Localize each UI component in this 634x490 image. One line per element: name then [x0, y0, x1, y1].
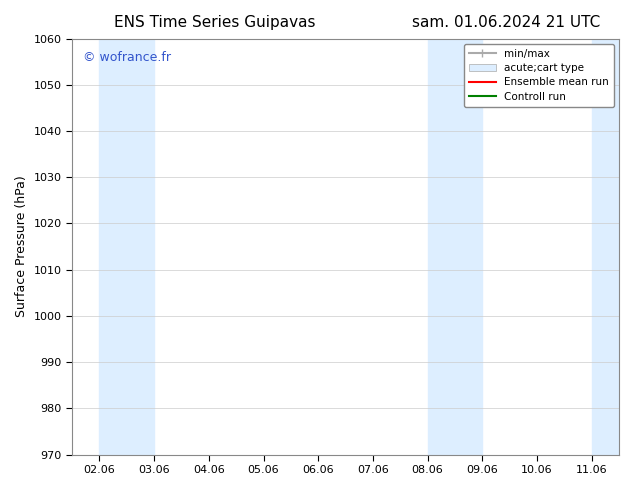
Bar [427, 39, 482, 455]
Y-axis label: Surface Pressure (hPa): Surface Pressure (hPa) [15, 176, 28, 318]
Bar [100, 39, 154, 455]
Text: sam. 01.06.2024 21 UTC: sam. 01.06.2024 21 UTC [412, 15, 600, 30]
Legend: min/max, acute;cart type, Ensemble mean run, Controll run: min/max, acute;cart type, Ensemble mean … [464, 44, 614, 107]
Text: © wofrance.fr: © wofrance.fr [83, 51, 171, 64]
Bar [592, 39, 634, 455]
Text: ENS Time Series Guipavas: ENS Time Series Guipavas [114, 15, 316, 30]
